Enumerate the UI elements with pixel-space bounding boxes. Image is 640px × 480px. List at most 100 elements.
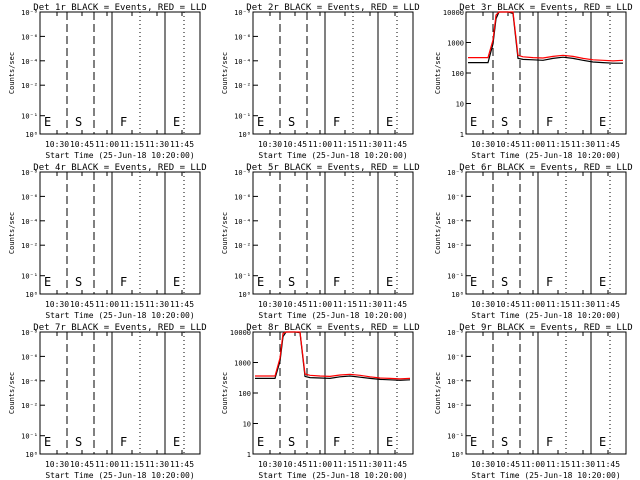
x-tick-label: 11:30 bbox=[571, 300, 595, 309]
panel-2: Det 2r BLACK = Events, RED = LLD Counts/s… bbox=[221, 3, 420, 160]
x-tick-label: 11:30 bbox=[145, 300, 169, 309]
panel-3: Det 3r BLACK = Events, RED = LLD Counts/s… bbox=[434, 3, 633, 160]
x-tick-label: 11:15 bbox=[120, 460, 144, 469]
x-axis-label: Start Time (25-Jun-18 10:20:00) bbox=[471, 151, 620, 160]
marker-label: E bbox=[44, 275, 51, 289]
x-tick-label: 11:15 bbox=[546, 460, 570, 469]
marker-label: F bbox=[546, 275, 553, 289]
marker-label: S bbox=[75, 115, 82, 129]
x-tick-label: 10:30 bbox=[471, 460, 495, 469]
marker-label: F bbox=[333, 115, 340, 129]
marker-label: E bbox=[599, 115, 606, 129]
marker-label: F bbox=[120, 435, 127, 449]
x-tick-label: 10:30 bbox=[45, 140, 69, 149]
x-tick-label: 11:00 bbox=[308, 460, 332, 469]
y-tick-label: 10⁻⁸ bbox=[447, 329, 464, 337]
marker-label: E bbox=[257, 275, 264, 289]
panel-6: Det 6r BLACK = Events, RED = LLD Counts/s… bbox=[434, 163, 633, 320]
series-lld bbox=[255, 331, 411, 380]
x-axis-label: Start Time (25-Jun-18 10:20:00) bbox=[45, 311, 194, 320]
panel-title: Det 9r BLACK = Events, RED = LLD bbox=[459, 323, 632, 333]
x-tick-label: 11:15 bbox=[333, 140, 357, 149]
y-tick-label: 10⁻² bbox=[447, 402, 464, 410]
y-tick-label: 10⁻⁴ bbox=[234, 58, 251, 66]
y-tick-label: 10⁻¹ bbox=[447, 273, 464, 281]
x-tick-label: 10:45 bbox=[70, 140, 94, 149]
marker-label: F bbox=[120, 115, 127, 129]
y-tick-label: 10⁰ bbox=[238, 131, 251, 139]
panel-title: Det 5r BLACK = Events, RED = LLD bbox=[246, 163, 419, 173]
y-tick-label: 10⁰ bbox=[451, 451, 464, 459]
y-tick-label: 10⁻⁸ bbox=[21, 329, 38, 337]
panel-8: Det 8r BLACK = Events, RED = LLD Counts/s… bbox=[221, 323, 420, 480]
x-axis-label: Start Time (25-Jun-18 10:20:00) bbox=[471, 471, 620, 480]
y-tick-label: 10⁻⁸ bbox=[234, 9, 251, 17]
y-tick-label: 10⁻¹ bbox=[234, 273, 251, 281]
x-tick-label: 10:45 bbox=[496, 300, 520, 309]
y-axis-label: Counts/sec bbox=[8, 52, 16, 94]
y-tick-label: 10⁰ bbox=[25, 131, 38, 139]
series-events bbox=[255, 331, 411, 381]
y-tick-label: 10⁰ bbox=[25, 291, 38, 299]
y-tick-label: 10⁻⁸ bbox=[21, 169, 38, 177]
marker-label: E bbox=[470, 115, 477, 129]
y-tick-label: 10 bbox=[456, 101, 464, 109]
y-tick-label: 10⁻⁶ bbox=[21, 33, 38, 41]
y-tick-label: 10⁰ bbox=[451, 291, 464, 299]
y-tick-label: 10000 bbox=[443, 9, 464, 17]
y-tick-label: 1 bbox=[247, 451, 251, 459]
x-tick-label: 11:15 bbox=[546, 140, 570, 149]
x-tick-label: 11:30 bbox=[358, 460, 382, 469]
x-tick-label: 11:45 bbox=[383, 140, 407, 149]
y-tick-label: 10⁻⁶ bbox=[234, 33, 251, 41]
y-tick-label: 10⁻² bbox=[21, 82, 38, 90]
panel-title: Det 1r BLACK = Events, RED = LLD bbox=[33, 3, 206, 13]
x-tick-label: 11:45 bbox=[170, 460, 194, 469]
marker-label: S bbox=[288, 275, 295, 289]
x-tick-label: 11:30 bbox=[571, 460, 595, 469]
marker-label: S bbox=[75, 435, 82, 449]
y-tick-label: 10⁻⁶ bbox=[447, 193, 464, 201]
y-tick-label: 10⁻¹ bbox=[447, 433, 464, 441]
y-tick-label: 10⁻² bbox=[447, 242, 464, 250]
marker-label: E bbox=[599, 275, 606, 289]
y-tick-label: 10⁻⁸ bbox=[21, 9, 38, 17]
marker-label: F bbox=[546, 115, 553, 129]
x-tick-label: 11:00 bbox=[95, 140, 119, 149]
x-tick-label: 10:30 bbox=[45, 460, 69, 469]
x-tick-label: 11:15 bbox=[120, 140, 144, 149]
y-tick-label: 10⁻¹ bbox=[21, 273, 38, 281]
x-tick-label: 11:00 bbox=[521, 460, 545, 469]
x-tick-label: 10:45 bbox=[496, 460, 520, 469]
y-tick-label: 10⁻⁶ bbox=[447, 353, 464, 361]
x-tick-label: 11:00 bbox=[308, 140, 332, 149]
x-tick-label: 10:45 bbox=[496, 140, 520, 149]
y-tick-label: 10⁻² bbox=[21, 402, 38, 410]
marker-label: S bbox=[288, 435, 295, 449]
y-tick-label: 100 bbox=[451, 70, 464, 78]
y-tick-label: 10⁻¹ bbox=[234, 113, 251, 121]
marker-label: E bbox=[470, 435, 477, 449]
y-tick-label: 10⁻² bbox=[234, 242, 251, 250]
marker-label: S bbox=[501, 115, 508, 129]
y-axis-label: Counts/sec bbox=[221, 212, 229, 254]
marker-label: E bbox=[257, 115, 264, 129]
x-tick-label: 10:45 bbox=[283, 140, 307, 149]
marker-label: F bbox=[333, 435, 340, 449]
y-tick-label: 10⁻⁴ bbox=[447, 378, 464, 386]
marker-label: E bbox=[599, 435, 606, 449]
y-tick-label: 1000 bbox=[234, 360, 251, 368]
series-events bbox=[468, 11, 623, 64]
panel-title: Det 7r BLACK = Events, RED = LLD bbox=[33, 323, 206, 333]
y-axis-label: Counts/sec bbox=[8, 372, 16, 414]
x-tick-label: 10:45 bbox=[283, 460, 307, 469]
x-tick-label: 11:00 bbox=[521, 300, 545, 309]
x-tick-label: 11:45 bbox=[596, 300, 620, 309]
y-axis-label: Counts/sec bbox=[8, 212, 16, 254]
x-tick-label: 11:00 bbox=[95, 460, 119, 469]
panel-title: Det 8r BLACK = Events, RED = LLD bbox=[246, 323, 419, 333]
marker-label: S bbox=[501, 275, 508, 289]
y-tick-label: 10⁻⁴ bbox=[234, 218, 251, 226]
series-lld bbox=[468, 11, 624, 62]
x-tick-label: 10:30 bbox=[471, 140, 495, 149]
